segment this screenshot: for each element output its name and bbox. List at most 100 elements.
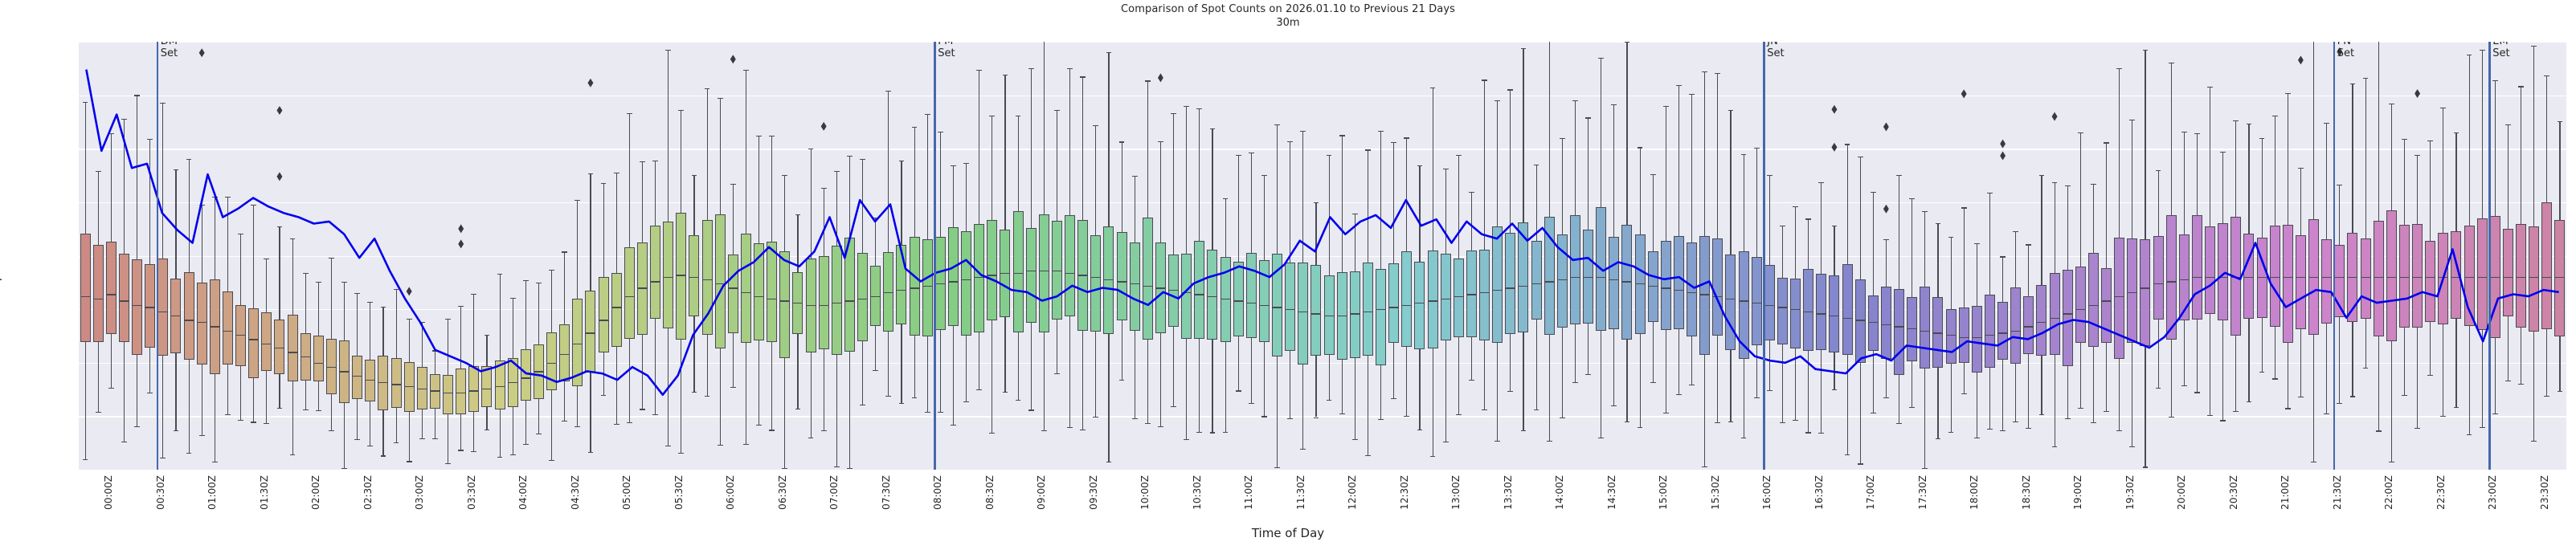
box xyxy=(909,236,920,336)
box-whisker-cap xyxy=(1753,147,1760,149)
box-median xyxy=(2398,277,2410,279)
box-whisker-cap xyxy=(2000,430,2006,431)
box-median xyxy=(2127,291,2138,293)
box-whisker-cap xyxy=(574,426,581,427)
box-whisker-cap xyxy=(1676,393,1682,395)
box-whisker-cap xyxy=(2544,396,2550,397)
x-tick-label: 16:00Z xyxy=(1761,475,1773,510)
box-whisker-cap xyxy=(2104,142,2109,144)
box xyxy=(2398,224,2410,328)
box xyxy=(1220,257,1231,343)
box-whisker-cap xyxy=(1728,109,1734,111)
box xyxy=(2529,226,2540,332)
gridline xyxy=(79,202,2566,204)
box-whisker-cap xyxy=(82,102,88,104)
box-whisker-cap xyxy=(2271,378,2278,380)
box-whisker-cap xyxy=(2064,418,2071,420)
box-whisker-cap xyxy=(1287,417,1294,419)
box-median xyxy=(727,287,738,289)
box xyxy=(222,291,233,365)
box-whisker-cap xyxy=(1662,105,1669,107)
box-whisker-cap xyxy=(1326,155,1332,157)
box-median xyxy=(1207,296,1218,298)
box-median xyxy=(2489,277,2500,279)
box xyxy=(105,241,117,335)
box-median xyxy=(2554,277,2566,279)
box-median xyxy=(2516,277,2526,279)
box-flier xyxy=(406,287,412,296)
box xyxy=(1544,216,1555,335)
box-median xyxy=(2451,277,2462,279)
box-whisker-cap xyxy=(640,161,645,162)
box-median xyxy=(1012,272,1024,274)
box-whisker-cap xyxy=(329,430,334,432)
box-median xyxy=(1687,291,1697,293)
box-median xyxy=(2347,277,2358,279)
box-whisker-cap xyxy=(1585,373,1591,375)
box-whisker-cap xyxy=(1131,417,1138,419)
box xyxy=(1453,259,1464,337)
box-whisker-cap xyxy=(1378,418,1384,420)
box-whisker-cap xyxy=(937,412,943,413)
box-median xyxy=(1492,290,1503,291)
x-tick-label: 05:30Z xyxy=(673,475,685,510)
box-median xyxy=(2049,317,2060,319)
box-median xyxy=(2218,277,2229,279)
box xyxy=(1116,231,1127,320)
chart-title: Comparison of Spot Counts on 2026.01.10 … xyxy=(1121,3,1455,15)
box-median xyxy=(1518,285,1529,287)
box-whisker-cap xyxy=(782,174,788,176)
box-flier xyxy=(1157,73,1163,83)
box-whisker-cap xyxy=(2038,175,2045,177)
box-whisker-cap xyxy=(2259,371,2265,373)
box-flier xyxy=(1883,122,1889,132)
box-whisker-cap xyxy=(225,196,231,198)
x-tick-label: 22:30Z xyxy=(2435,475,2447,510)
box xyxy=(1025,227,1037,323)
box-whisker-cap xyxy=(406,318,412,320)
box-whisker-cap xyxy=(95,411,101,413)
box-median xyxy=(624,296,635,298)
box-median xyxy=(1777,307,1788,308)
box-median xyxy=(2010,330,2022,332)
box-whisker-cap xyxy=(2013,231,2019,233)
box xyxy=(1298,262,1309,365)
box-median xyxy=(1596,277,1607,279)
box-whisker-cap xyxy=(302,409,309,411)
box xyxy=(1323,275,1335,355)
box-whisker-cap xyxy=(2479,50,2485,51)
box-median xyxy=(1569,277,1580,279)
box-whisker-cap xyxy=(1922,467,1928,469)
box-whisker-cap xyxy=(1196,108,1203,109)
box xyxy=(2062,270,2073,367)
x-tick-label: 13:30Z xyxy=(1502,475,1514,510)
box-whisker-cap xyxy=(1067,426,1073,428)
box-whisker-cap xyxy=(1184,105,1190,107)
box xyxy=(1258,259,1270,343)
box-median xyxy=(222,330,233,332)
box-whisker-cap xyxy=(393,442,399,443)
box-median xyxy=(2321,277,2333,279)
x-tick-label: 09:30Z xyxy=(1087,475,1099,510)
box-flier xyxy=(587,78,594,88)
box-whisker-cap xyxy=(1650,174,1656,176)
box-whisker-cap xyxy=(2038,413,2045,415)
box-whisker-cap xyxy=(1015,399,1021,401)
box-whisker-cap xyxy=(1469,191,1474,193)
box-whisker-cap xyxy=(497,273,503,275)
box-whisker-cap xyxy=(95,171,101,173)
box-whisker-cap xyxy=(380,455,386,457)
box xyxy=(2541,202,2553,329)
box-flier xyxy=(1883,204,1889,214)
box-whisker-cap xyxy=(1766,174,1773,177)
box-whisker-cap xyxy=(976,69,983,71)
event-marker-label: PM Set xyxy=(938,42,955,59)
box xyxy=(80,234,91,342)
box xyxy=(1233,262,1244,336)
box-whisker-cap xyxy=(1520,430,1527,431)
box xyxy=(1609,236,1620,329)
box xyxy=(2282,224,2293,343)
box-whisker-cap xyxy=(1572,382,1578,384)
box-whisker-cap xyxy=(1261,416,1267,417)
